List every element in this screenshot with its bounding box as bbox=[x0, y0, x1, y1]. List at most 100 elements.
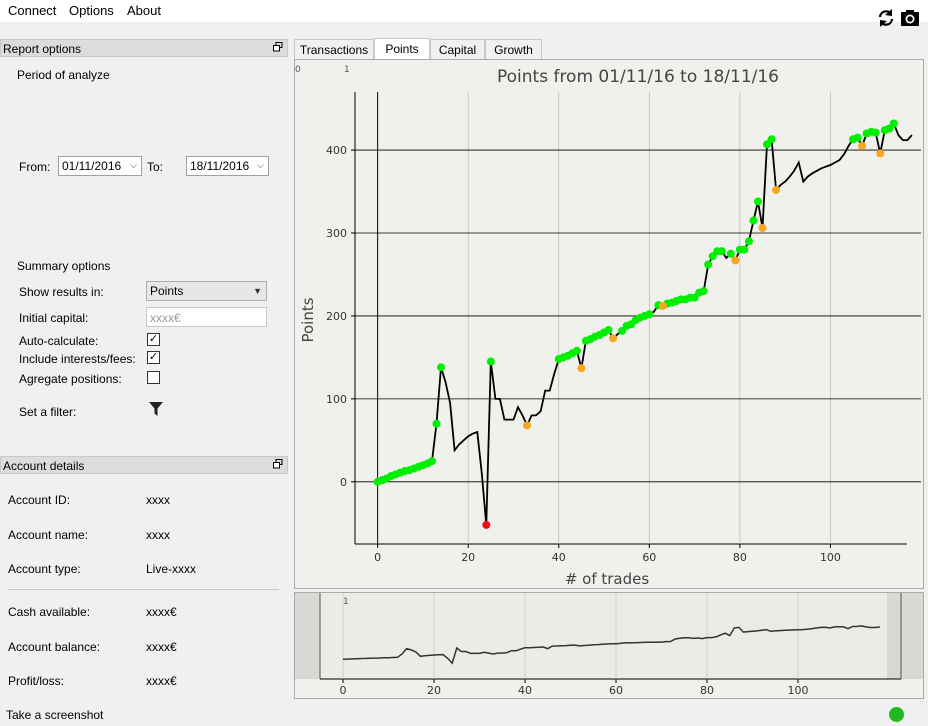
overview-chart[interactable]: 0 20 40 60 80 100 1 bbox=[295, 593, 923, 698]
y-tick-label: 300 bbox=[326, 227, 347, 240]
overview-x-tick-label: 100 bbox=[788, 684, 809, 697]
win-trade-marker bbox=[853, 133, 862, 142]
x-tick-label: 60 bbox=[642, 551, 656, 564]
loss-trade-marker bbox=[523, 421, 532, 430]
float-panel-icon[interactable] bbox=[273, 459, 283, 469]
overview-x-tick-label: 80 bbox=[700, 684, 714, 697]
win-trade-marker bbox=[717, 247, 726, 256]
auto-calculate-checkbox[interactable]: ✓ bbox=[147, 333, 160, 346]
menu-connect[interactable]: Connect bbox=[8, 3, 57, 18]
y-tick-label: 400 bbox=[326, 144, 347, 157]
loss-trade-marker bbox=[858, 141, 867, 150]
account-id-label: Account ID: bbox=[8, 493, 71, 507]
y-tick-label: 200 bbox=[326, 310, 347, 323]
corner-label-1: 1 bbox=[344, 65, 350, 75]
account-balance-value: xxxx€ bbox=[146, 640, 177, 654]
win-trade-marker bbox=[604, 326, 613, 335]
overview-window[interactable] bbox=[320, 593, 887, 679]
cash-available-value: xxxx€ bbox=[146, 605, 177, 619]
chevron-down-icon: ⌵ bbox=[257, 160, 264, 170]
filter-label: Set a filter: bbox=[19, 405, 77, 419]
loss-trade-marker bbox=[609, 334, 618, 343]
cash-available-label: Cash available: bbox=[8, 605, 91, 619]
worst-trade-marker bbox=[482, 520, 491, 529]
win-trade-marker bbox=[645, 310, 654, 319]
menu-bar: Connect Options About bbox=[0, 0, 928, 22]
win-trade-marker bbox=[753, 197, 762, 206]
account-details-header: Account details bbox=[0, 456, 288, 474]
profit-loss-value: xxxx€ bbox=[146, 674, 177, 688]
win-trade-marker bbox=[871, 128, 880, 137]
points-chart[interactable]: 0 20 40 60 80 100 0 100 200 300 400 0 1 Points fro… bbox=[295, 60, 923, 588]
y-axis-label: Points bbox=[299, 297, 317, 342]
refresh-icon[interactable] bbox=[876, 8, 896, 28]
aggregate-checkbox[interactable] bbox=[147, 371, 160, 384]
tab-points[interactable]: Points bbox=[374, 38, 430, 59]
account-balance-label: Account balance: bbox=[8, 640, 101, 654]
to-date-value: 18/11/2016 bbox=[190, 159, 250, 173]
chart-title: Points from 01/11/16 to 18/11/16 bbox=[497, 67, 779, 87]
take-screenshot-status[interactable]: Take a screenshot bbox=[6, 708, 104, 722]
include-fees-label: Include interests/fees: bbox=[19, 352, 136, 366]
account-type-label: Account type: bbox=[8, 562, 81, 576]
from-label: From: bbox=[19, 160, 51, 174]
x-tick-label: 20 bbox=[461, 551, 475, 564]
overview-series-line bbox=[342, 625, 880, 665]
show-results-select[interactable]: Points ▼ bbox=[146, 281, 267, 301]
win-trade-marker bbox=[486, 357, 495, 366]
overview-x-tick-label: 0 bbox=[340, 684, 347, 697]
aggregate-label: Agregate positions: bbox=[19, 372, 122, 386]
report-options-title: Report options bbox=[3, 42, 82, 56]
profit-loss-label: Profit/loss: bbox=[8, 674, 65, 688]
check-icon: ✓ bbox=[148, 333, 159, 345]
x-tick-label: 100 bbox=[820, 551, 841, 564]
report-options-header: Report options bbox=[0, 39, 288, 57]
tab-growth[interactable]: Growth bbox=[485, 39, 542, 59]
overview-x-tick-label: 20 bbox=[427, 684, 441, 697]
overview-x-tick-label: 60 bbox=[609, 684, 623, 697]
float-panel-icon[interactable] bbox=[273, 42, 283, 52]
tab-capital[interactable]: Capital bbox=[430, 39, 485, 59]
win-trade-marker bbox=[726, 249, 735, 258]
check-icon: ✓ bbox=[148, 351, 159, 363]
win-trade-marker bbox=[767, 135, 776, 144]
account-name-label: Account name: bbox=[8, 528, 89, 542]
overview-x-tick-label: 40 bbox=[518, 684, 532, 697]
overview-corner-label: 1 bbox=[343, 597, 349, 607]
initial-capital-placeholder: xxxx€ bbox=[150, 311, 181, 325]
x-tick-label: 40 bbox=[552, 551, 566, 564]
loss-trade-marker bbox=[758, 224, 767, 233]
from-date-picker[interactable]: 01/11/2016 ⌵ bbox=[58, 156, 142, 176]
show-results-label: Show results in: bbox=[19, 285, 104, 299]
win-trade-marker bbox=[744, 237, 753, 246]
camera-icon[interactable] bbox=[900, 8, 920, 28]
menu-options[interactable]: Options bbox=[69, 3, 114, 18]
x-tick-label: 80 bbox=[733, 551, 747, 564]
win-trade-marker bbox=[740, 245, 749, 254]
loss-trade-marker bbox=[658, 301, 667, 310]
account-details-title: Account details bbox=[3, 459, 85, 473]
filter-icon[interactable] bbox=[148, 401, 164, 417]
win-trade-marker bbox=[699, 287, 708, 296]
caret-down-icon: ▼ bbox=[253, 286, 262, 296]
points-series-line bbox=[377, 121, 913, 525]
overview-left-shade bbox=[295, 593, 320, 679]
period-label: Period of analyze bbox=[17, 68, 110, 82]
initial-capital-input[interactable]: xxxx€ bbox=[146, 307, 267, 327]
account-id-value: xxxx bbox=[146, 493, 170, 507]
connection-status-indicator bbox=[889, 707, 904, 722]
loss-trade-marker bbox=[577, 364, 586, 373]
chevron-down-icon: ⌵ bbox=[130, 160, 137, 170]
account-type-value: Live-xxxx bbox=[146, 562, 197, 576]
loss-trade-marker bbox=[876, 149, 885, 158]
auto-calculate-label: Auto-calculate: bbox=[19, 334, 99, 348]
account-name-value: xxxx bbox=[146, 528, 170, 542]
to-date-picker[interactable]: 18/11/2016 ⌵ bbox=[186, 156, 269, 176]
x-axis-label: # of trades bbox=[565, 570, 650, 588]
include-fees-checkbox[interactable]: ✓ bbox=[147, 351, 160, 364]
menu-about[interactable]: About bbox=[127, 3, 161, 18]
overview-right-shade bbox=[887, 593, 923, 679]
win-trade-marker bbox=[572, 346, 581, 355]
details-divider bbox=[8, 589, 279, 590]
tab-transactions[interactable]: Transactions bbox=[294, 39, 374, 59]
